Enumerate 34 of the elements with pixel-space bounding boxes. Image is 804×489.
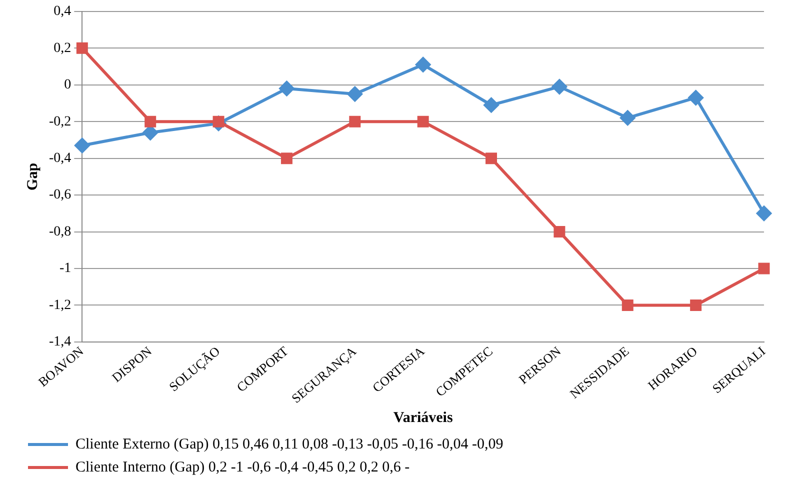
y-tick-label: -1,2 — [48, 298, 72, 313]
point — [620, 110, 636, 126]
point — [74, 138, 90, 153]
y-tick-label: -0,8 — [48, 224, 72, 240]
point — [144, 116, 156, 128]
y-tick-label: -0,4 — [48, 150, 72, 166]
point — [76, 42, 88, 54]
point — [690, 300, 702, 311]
y-tick-label: 0 — [64, 78, 72, 93]
y-tick-label: 0,4 — [54, 4, 72, 20]
point — [279, 81, 294, 96]
legend-label: Cliente Externo (Gap) 0,15 0,46 0,11 0,08 -0,13 -0,05 -0,16 -0,04 -0,09 — [76, 436, 504, 452]
point — [756, 206, 772, 221]
x-axis-title: Variáveis — [393, 410, 453, 426]
y-tick-label: 0,2 — [54, 40, 72, 56]
y-tick-label: -1 — [59, 261, 72, 276]
point — [688, 90, 704, 106]
point — [622, 300, 634, 311]
point — [280, 152, 292, 164]
point — [349, 116, 361, 128]
point — [417, 116, 429, 128]
y-tick-label: -0,2 — [48, 114, 72, 130]
y-tick-label: -1,4 — [48, 334, 72, 350]
point — [416, 57, 431, 72]
point — [552, 79, 567, 94]
point — [758, 262, 770, 274]
y-tick-label: -0,6 — [48, 188, 72, 203]
legend-label: Cliente Interno (Gap) 0,2 -1 -0,6 -0,4 -0,45 0,2 0,2 0,6 - — [76, 459, 410, 476]
y-axis-title: Gap — [24, 162, 41, 190]
point — [484, 98, 499, 113]
point — [486, 152, 498, 164]
point — [554, 226, 566, 238]
point — [142, 125, 158, 140]
point — [347, 86, 362, 102]
